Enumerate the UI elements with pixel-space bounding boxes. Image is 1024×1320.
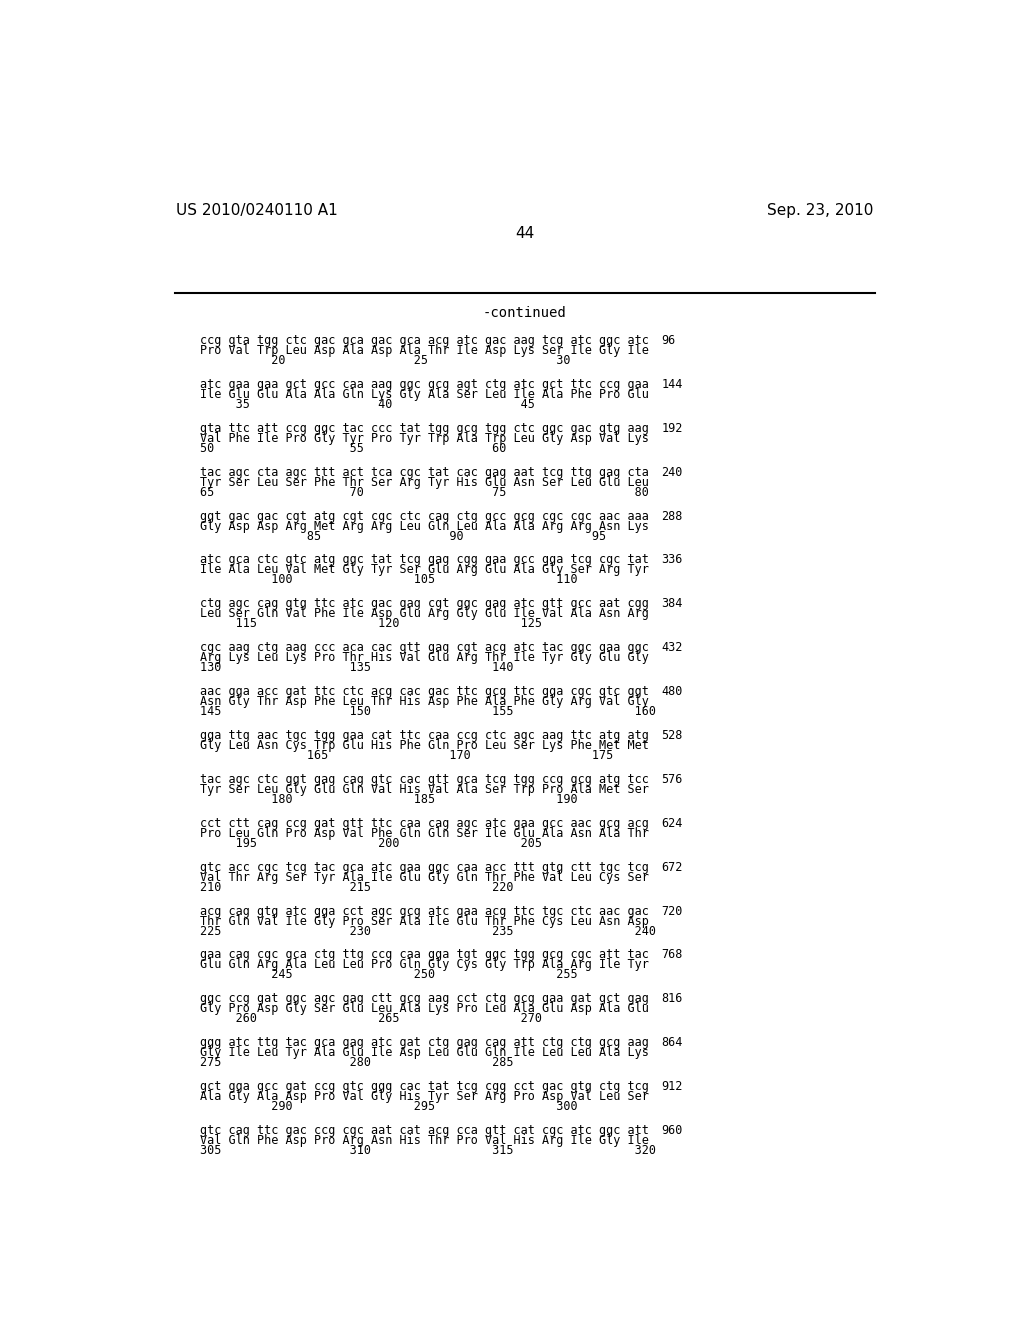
Text: Val Gln Phe Asp Pro Arg Asn His Thr Pro Val His Arg Ile Gly Ile: Val Gln Phe Asp Pro Arg Asn His Thr Pro … [200,1134,649,1147]
Text: 432: 432 [662,642,683,655]
Text: Val Phe Ile Pro Gly Tyr Pro Tyr Trp Ala Trp Leu Gly Asp Val Lys: Val Phe Ile Pro Gly Tyr Pro Tyr Trp Ala … [200,432,649,445]
Text: Gly Asp Asp Arg Met Arg Arg Leu Gln Leu Ala Ala Arg Arg Asn Lys: Gly Asp Asp Arg Met Arg Arg Leu Gln Leu … [200,520,649,532]
Text: 35                  40                  45: 35 40 45 [200,397,535,411]
Text: ggg atc ttg tac gca gag atc gat ctg gag cag att ctg ctg gcg aag: ggg atc ttg tac gca gag atc gat ctg gag … [200,1036,649,1049]
Text: ggc ccg gat ggc agc gag ctt gcg aag cct ctg gcg gaa gat gct gag: ggc ccg gat ggc agc gag ctt gcg aag cct … [200,993,649,1006]
Text: Val Thr Arg Ser Tyr Ala Ile Glu Gly Gln Thr Phe Val Leu Cys Ser: Val Thr Arg Ser Tyr Ala Ile Glu Gly Gln … [200,871,649,883]
Text: cct ctt cag ccg gat gtt ttc caa cag agc atc gaa gcc aac gcg acg: cct ctt cag ccg gat gtt ttc caa cag agc … [200,817,649,830]
Text: 672: 672 [662,861,683,874]
Text: cgc aag ctg aag ccc aca cac gtt gag cgt acg atc tac ggc gaa ggc: cgc aag ctg aag ccc aca cac gtt gag cgt … [200,642,649,655]
Text: Pro Leu Gln Pro Asp Val Phe Gln Gln Ser Ile Glu Ala Asn Ala Thr: Pro Leu Gln Pro Asp Val Phe Gln Gln Ser … [200,826,649,840]
Text: gtc cag ttc gac ccg cgc aat cat acg cca gtt cat cgc atc ggc att: gtc cag ttc gac ccg cgc aat cat acg cca … [200,1123,649,1137]
Text: gga ttg aac tgc tgg gaa cat ttc caa ccg ctc agc aag ttc atg atg: gga ttg aac tgc tgg gaa cat ttc caa ccg … [200,729,649,742]
Text: Tyr Ser Leu Gly Glu Gln Val His Val Ala Ser Trp Pro Ala Met Ser: Tyr Ser Leu Gly Glu Gln Val His Val Ala … [200,783,649,796]
Text: 480: 480 [662,685,683,698]
Text: gta ttc att ccg ggc tac ccc tat tgg gcg tgg ctc ggc gac gtg aag: gta ttc att ccg ggc tac ccc tat tgg gcg … [200,422,649,434]
Text: 65                   70                  75                  80: 65 70 75 80 [200,486,649,499]
Text: 20                  25                  30: 20 25 30 [200,354,570,367]
Text: 180                 185                 190: 180 185 190 [200,793,578,807]
Text: 912: 912 [662,1080,683,1093]
Text: 864: 864 [662,1036,683,1049]
Text: -continued: -continued [483,306,566,321]
Text: 85                  90                  95: 85 90 95 [200,529,606,543]
Text: 245                 250                 255: 245 250 255 [200,969,578,982]
Text: 100                 105                 110: 100 105 110 [200,573,578,586]
Text: Gly Ile Leu Tyr Ala Glu Ile Asp Leu Glu Gln Ile Leu Leu Ala Lys: Gly Ile Leu Tyr Ala Glu Ile Asp Leu Glu … [200,1047,649,1059]
Text: Glu Gln Arg Ala Leu Leu Pro Gln Gly Cys Gly Trp Ala Arg Ile Tyr: Glu Gln Arg Ala Leu Leu Pro Gln Gly Cys … [200,958,649,972]
Text: Asn Gly Thr Asp Phe Leu Thr His Asp Phe Ala Phe Gly Arg Val Gly: Asn Gly Thr Asp Phe Leu Thr His Asp Phe … [200,696,649,708]
Text: Ile Glu Glu Ala Ala Gln Lys Gly Ala Ser Leu Ile Ala Phe Pro Glu: Ile Glu Glu Ala Ala Gln Lys Gly Ala Ser … [200,388,649,401]
Text: 816: 816 [662,993,683,1006]
Text: 44: 44 [515,226,535,242]
Text: 290                 295                 300: 290 295 300 [200,1100,578,1113]
Text: 50                   55                  60: 50 55 60 [200,442,507,455]
Text: 165                 170                 175: 165 170 175 [200,748,613,762]
Text: 192: 192 [662,422,683,434]
Text: 576: 576 [662,774,683,785]
Text: ggt gac gac cgt atg cgt cgc ctc cag ctg gcc gcg cgc cgc aac aaa: ggt gac gac cgt atg cgt cgc ctc cag ctg … [200,510,649,523]
Text: 260                 265                 270: 260 265 270 [200,1012,542,1026]
Text: 240: 240 [662,466,683,479]
Text: 115                 120                 125: 115 120 125 [200,618,542,631]
Text: 305                  310                 315                 320: 305 310 315 320 [200,1144,656,1158]
Text: aac gga acc gat ttc ctc acg cac gac ttc gcg ttc gga cgc gtc ggt: aac gga acc gat ttc ctc acg cac gac ttc … [200,685,649,698]
Text: 288: 288 [662,510,683,523]
Text: atc gca ctc gtc atg ggc tat tcg gag cgg gaa gcc gga tcg cgc tat: atc gca ctc gtc atg ggc tat tcg gag cgg … [200,553,649,566]
Text: 96: 96 [662,334,676,347]
Text: atc gaa gaa gct gcc caa aag ggc gcg agt ctg atc gct ttc ccg gaa: atc gaa gaa gct gcc caa aag ggc gcg agt … [200,378,649,391]
Text: 195                 200                 205: 195 200 205 [200,837,542,850]
Text: Ile Ala Leu Val Met Gly Tyr Ser Glu Arg Glu Ala Gly Ser Arg Tyr: Ile Ala Leu Val Met Gly Tyr Ser Glu Arg … [200,564,649,577]
Text: 145                  150                 155                 160: 145 150 155 160 [200,705,656,718]
Text: 384: 384 [662,598,683,610]
Text: Ala Gly Ala Asp Pro Val Gly His Tyr Ser Arg Pro Asp Val Leu Ser: Ala Gly Ala Asp Pro Val Gly His Tyr Ser … [200,1090,649,1104]
Text: 130                  135                 140: 130 135 140 [200,661,514,675]
Text: ccg gta tgg ctc gac gca gac gca acg atc gac aag tcg atc ggc atc: ccg gta tgg ctc gac gca gac gca acg atc … [200,334,649,347]
Text: gtc acc cgc tcg tac gca atc gaa ggc caa acc ttt gtg ctt tgc tcg: gtc acc cgc tcg tac gca atc gaa ggc caa … [200,861,649,874]
Text: 144: 144 [662,378,683,391]
Text: gaa cag cgc gca ctg ttg ccg caa gga tgt ggc tgg gcg cgc att tac: gaa cag cgc gca ctg ttg ccg caa gga tgt … [200,948,649,961]
Text: acg cag gtg atc gga cct agc gcg atc gaa acg ttc tgc ctc aac gac: acg cag gtg atc gga cct agc gcg atc gaa … [200,904,649,917]
Text: Gly Leu Asn Cys Trp Glu His Phe Gln Pro Leu Ser Lys Phe Met Met: Gly Leu Asn Cys Trp Glu His Phe Gln Pro … [200,739,649,752]
Text: Arg Lys Leu Lys Pro Thr His Val Glu Arg Thr Ile Tyr Gly Glu Gly: Arg Lys Leu Lys Pro Thr His Val Glu Arg … [200,651,649,664]
Text: Tyr Ser Leu Ser Phe Thr Ser Arg Tyr His Glu Asn Ser Leu Glu Leu: Tyr Ser Leu Ser Phe Thr Ser Arg Tyr His … [200,475,649,488]
Text: 528: 528 [662,729,683,742]
Text: Sep. 23, 2010: Sep. 23, 2010 [767,203,873,218]
Text: tac agc cta agc ttt act tca cgc tat cac gag aat tcg ttg gag cta: tac agc cta agc ttt act tca cgc tat cac … [200,466,649,479]
Text: Gly Pro Asp Gly Ser Glu Leu Ala Lys Pro Leu Ala Glu Asp Ala Glu: Gly Pro Asp Gly Ser Glu Leu Ala Lys Pro … [200,1002,649,1015]
Text: US 2010/0240110 A1: US 2010/0240110 A1 [176,203,338,218]
Text: 336: 336 [662,553,683,566]
Text: 960: 960 [662,1123,683,1137]
Text: ctg agc cag gtg ttc atc gac gag cgt ggc gag atc gtt gcc aat cgg: ctg agc cag gtg ttc atc gac gag cgt ggc … [200,598,649,610]
Text: 768: 768 [662,948,683,961]
Text: tac agc ctc ggt gag cag gtc cac gtt gca tcg tgg ccg gcg atg tcc: tac agc ctc ggt gag cag gtc cac gtt gca … [200,774,649,785]
Text: Pro Val Trp Leu Asp Ala Asp Ala Thr Ile Asp Lys Ser Ile Gly Ile: Pro Val Trp Leu Asp Ala Asp Ala Thr Ile … [200,345,649,356]
Text: 210                  215                 220: 210 215 220 [200,880,514,894]
Text: gct gga gcc gat ccg gtc ggg cac tat tcg cgg cct gac gtg ctg tcg: gct gga gcc gat ccg gtc ggg cac tat tcg … [200,1080,649,1093]
Text: 225                  230                 235                 240: 225 230 235 240 [200,924,656,937]
Text: Thr Gln Val Ile Gly Pro Ser Ala Ile Glu Thr Phe Cys Leu Asn Asp: Thr Gln Val Ile Gly Pro Ser Ala Ile Glu … [200,915,649,928]
Text: 624: 624 [662,817,683,830]
Text: 720: 720 [662,904,683,917]
Text: 275                  280                 285: 275 280 285 [200,1056,514,1069]
Text: Leu Ser Gln Val Phe Ile Asp Glu Arg Gly Glu Ile Val Ala Asn Arg: Leu Ser Gln Val Phe Ile Asp Glu Arg Gly … [200,607,649,620]
